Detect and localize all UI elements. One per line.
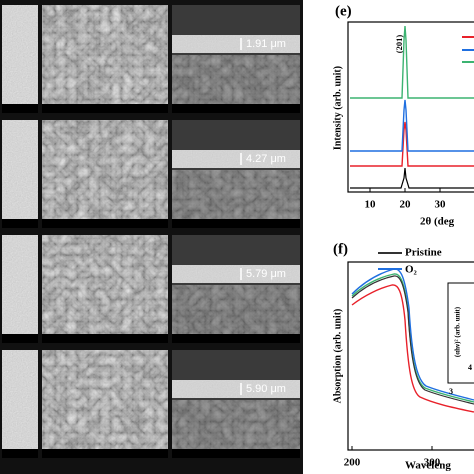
absorption-curve [351,268,474,401]
sem-info-bar [2,104,38,113]
sem-texture [172,35,300,53]
thickness-label: 4.27 μm [246,153,286,165]
sem-texture [42,350,168,458]
absorption-curve [351,275,474,405]
sem-texture [2,120,38,228]
sem-info-bar [2,334,38,343]
sem-info-bar [42,219,168,228]
thickness-label: 5.90 μm [246,383,286,395]
sem-texture [42,235,168,343]
y-axis-label: Intensity (arb. unit) [332,66,343,150]
sem-info-bar [172,334,300,343]
sem-info-bar [2,219,38,228]
x-tick-label: 30 [435,199,447,211]
sem-info-bar [2,449,38,458]
sem-texture [2,5,38,113]
sem-texture [42,5,168,113]
sem-texture [172,55,300,113]
sem-texture [172,170,300,228]
xrd-curve [350,167,474,189]
x-tick-label: 10 [365,199,377,211]
sem-info-bar [42,104,168,113]
x-tick-label: 20 [400,199,412,211]
sem-texture [172,265,300,283]
sem-info-bar [172,104,300,113]
legend-label: Pristine [405,247,442,259]
x-axis-label: Waveleng [405,460,451,472]
panel-label: (f) [333,241,348,257]
inset-tick-label: 3 [449,387,453,396]
panel-label: (e) [335,3,352,19]
inset-tick-label: 4 [468,363,472,372]
xrd-curve [350,99,474,152]
thickness-label: 5.79 μm [246,268,286,280]
sem-texture [2,235,38,343]
sem-info-bar [42,449,168,458]
sem-info-bar [172,449,300,458]
axes-frame [347,21,474,193]
xrd-curve [350,25,474,99]
sem-texture [42,120,168,228]
inset-frame [447,282,474,384]
sem-texture [172,285,300,343]
x-tick-label: 300 [424,457,441,469]
sem-texture [2,350,38,458]
axes-frame [347,261,474,451]
sem-texture [172,400,300,458]
thickness-label: 1.91 μm [246,38,286,50]
sem-info-bar [172,219,300,228]
x-tick-label: 200 [344,457,361,469]
sem-texture [172,380,300,398]
sem-info-bar [42,334,168,343]
y-axis-label: Absorption (arb. unit) [332,309,343,404]
absorption-curve [351,284,474,413]
sem-texture [172,150,300,168]
x-axis-label: 2θ (deg [420,216,455,228]
peak-label: (201) [394,35,404,54]
xrd-curve [350,121,474,167]
sem-grid: 1.91 μm 4.27 μm 5.79 μm 5.90 μm [0,0,303,474]
inset-y-label: (αhν)² (arb. unit) [454,306,462,357]
legend-label: O₂ [405,264,418,276]
